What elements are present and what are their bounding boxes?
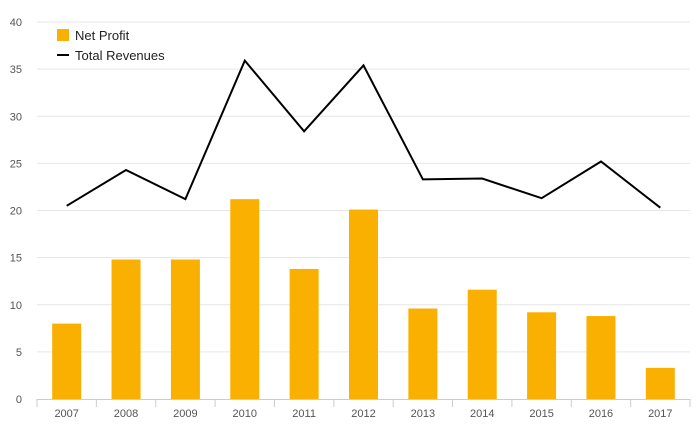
y-tick-label: 40 xyxy=(10,17,22,29)
x-tick-label: 2007 xyxy=(54,408,78,420)
line-series xyxy=(66,58,661,209)
y-tick-label: 5 xyxy=(16,347,22,359)
bar-net-profit xyxy=(289,268,319,399)
y-tick-label: 20 xyxy=(10,206,22,218)
bar-net-profit xyxy=(230,199,260,399)
bar-net-profit xyxy=(111,259,141,399)
y-tick-label: 15 xyxy=(10,253,22,265)
x-tick-label: 2009 xyxy=(173,408,197,420)
x-tick-label: 2013 xyxy=(411,408,435,420)
y-tick-label: 25 xyxy=(10,158,22,170)
x-tick-label: 2012 xyxy=(351,408,375,420)
x-axis xyxy=(36,399,691,407)
bar-net-profit xyxy=(349,209,378,399)
y-tick-label: 10 xyxy=(10,300,22,312)
x-tick-label: 2011 xyxy=(292,408,316,420)
x-axis-ticks: 2007 2008 2009 2010 2011 2012 2013 2014 2015 2016… xyxy=(54,408,672,420)
bar-net-profit xyxy=(645,367,675,399)
legend: Net Profit Total Revenues xyxy=(57,28,165,63)
y-tick-label: 30 xyxy=(10,111,22,123)
legend-swatch-net-profit xyxy=(57,29,69,41)
x-tick-label: 2014 xyxy=(470,408,494,420)
line-total-revenues xyxy=(66,58,661,209)
x-tick-label: 2016 xyxy=(589,408,613,420)
x-tick-label: 2008 xyxy=(114,408,138,420)
x-tick-label: 2015 xyxy=(529,408,553,420)
y-tick-label: 35 xyxy=(10,64,22,76)
bar-net-profit xyxy=(586,316,616,399)
x-tick-label: 2017 xyxy=(648,408,672,420)
bar-net-profit xyxy=(52,323,82,399)
y-tick-label: 0 xyxy=(16,394,22,406)
bar-net-profit xyxy=(467,289,497,399)
legend-label-net-profit: Net Profit xyxy=(75,28,130,43)
bar-net-profit xyxy=(170,259,200,399)
bar-net-profit xyxy=(527,312,557,399)
legend-label-total-revenues: Total Revenues xyxy=(75,48,165,63)
bar-series xyxy=(52,199,675,399)
y-axis-ticks: 0 5 10 15 20 25 30 35 40 xyxy=(10,17,22,406)
bar-net-profit xyxy=(408,308,438,399)
x-tick-label: 2010 xyxy=(233,408,257,420)
